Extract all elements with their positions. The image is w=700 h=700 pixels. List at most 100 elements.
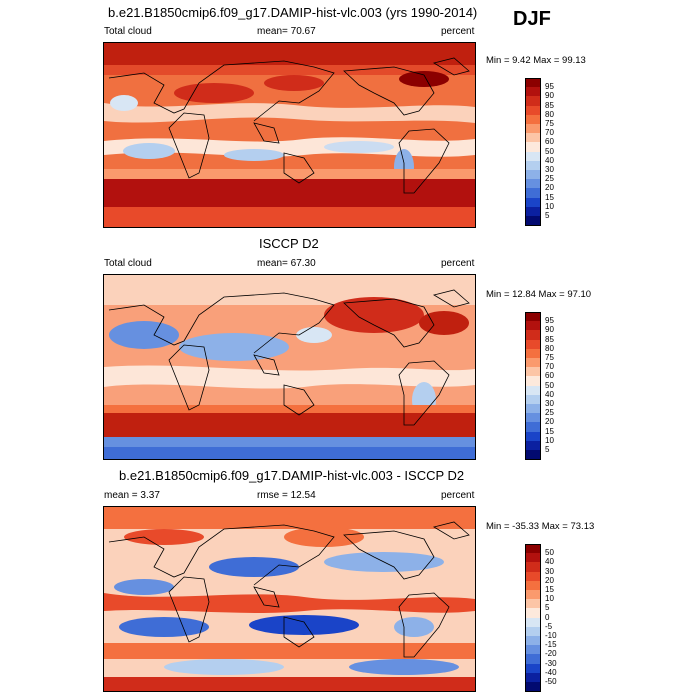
colorbar-tick-label: 20 <box>545 575 554 585</box>
panel1-title: b.e21.B1850cmip6.f09_g17.DAMIP-hist-vlc.… <box>108 5 478 20</box>
colorbar-swatch <box>525 413 541 423</box>
panel2-minmax: Min = 12.84 Max = 97.10 <box>486 289 592 300</box>
colorbar-swatch <box>525 580 541 591</box>
colorbar-tick-label: 50 <box>545 548 554 558</box>
colorbar-tick-label: 70 <box>545 362 554 372</box>
panel2-units-label: percent <box>441 258 475 269</box>
colorbar-swatch <box>525 348 541 359</box>
colorbar-swatch <box>525 571 541 582</box>
colorbar-tick-label: 40 <box>545 557 554 567</box>
colorbar-tick-label: 30 <box>545 566 554 576</box>
colorbar-tick-label: -15 <box>545 640 557 650</box>
colorbar-tick-label: 85 <box>545 334 554 344</box>
panel1-minmax: Min = 9.42 Max = 99.13 <box>486 55 586 66</box>
colorbar-tick-label: 90 <box>545 325 554 335</box>
colorbar-swatch <box>525 321 541 331</box>
colorbar-swatch <box>525 663 541 674</box>
colorbar-tick-label: 10 <box>545 594 554 604</box>
colorbar-swatch <box>525 105 541 116</box>
colorbar-tick-label: 15 <box>545 192 554 202</box>
colorbar-tick-label: 20 <box>545 183 554 193</box>
colorbar-swatch <box>525 188 541 198</box>
panel2-map-svg <box>104 275 475 459</box>
colorbar-swatch <box>525 160 541 171</box>
colorbar-swatch <box>525 385 541 396</box>
colorbar-tick-label: 15 <box>545 585 554 594</box>
colorbar-swatch <box>525 450 541 460</box>
panel2-mean-label: mean= 67.30 <box>257 258 316 269</box>
colorbar-swatch <box>525 179 541 189</box>
colorbar-swatch <box>525 339 541 350</box>
season-label: DJF <box>513 8 551 30</box>
panel2-map <box>103 274 476 460</box>
colorbar-swatch <box>525 358 541 368</box>
colorbar-tick-label: 70 <box>545 128 554 138</box>
panel3-rmse-label: rmse = 12.54 <box>257 490 316 501</box>
colorbar-swatch <box>525 431 541 442</box>
colorbar-tick-label: -40 <box>545 667 557 677</box>
colorbar-swatch <box>525 96 541 106</box>
colorbar-tick-label: -5 <box>545 621 553 631</box>
colorbar-tick-label: 80 <box>545 109 554 119</box>
colorbar-swatch <box>525 394 541 405</box>
colorbar-tick-label: 95 <box>545 82 554 92</box>
colorbar-tick-label: 5 <box>545 445 550 454</box>
colorbar-tick-label: 40 <box>545 389 554 399</box>
colorbar-swatch <box>525 170 541 180</box>
colorbar-swatch <box>525 626 541 637</box>
colorbar-tick-label: 0 <box>545 612 550 622</box>
colorbar-tick-label: 25 <box>545 174 554 184</box>
colorbar-swatch <box>525 87 541 97</box>
colorbar-swatch <box>525 133 541 143</box>
colorbar-swatch <box>525 124 541 134</box>
colorbar-swatch <box>525 404 541 414</box>
colorbar-swatch <box>525 206 541 217</box>
panel2-left-label: Total cloud <box>104 258 152 269</box>
colorbar-tick-label: 80 <box>545 343 554 353</box>
panel1-units-label: percent <box>441 26 475 37</box>
colorbar-tick-label: 75 <box>545 119 554 128</box>
colorbar-tick-label: 5 <box>545 211 550 220</box>
colorbar-tick-label: 5 <box>545 603 550 613</box>
colorbar-swatch <box>525 672 541 683</box>
panel3-units-label: percent <box>441 490 475 501</box>
colorbar-tick-label: 60 <box>545 137 554 147</box>
colorbar-tick-label: 75 <box>545 353 554 362</box>
colorbar-tick-label: 10 <box>545 201 554 211</box>
colorbar-tick-label: -50 <box>545 677 557 686</box>
panel1-left-label: Total cloud <box>104 26 152 37</box>
colorbar-tick-label: 40 <box>545 155 554 165</box>
colorbar-swatch <box>525 142 541 152</box>
colorbar-tick-label: -30 <box>545 658 557 668</box>
panel3-title: b.e21.B1850cmip6.f09_g17.DAMIP-hist-vlc.… <box>119 468 465 483</box>
colorbar-swatch <box>525 654 541 664</box>
colorbar-swatch <box>525 617 541 628</box>
colorbar-tick-label: -20 <box>545 649 557 659</box>
colorbar-swatch <box>525 216 541 226</box>
colorbar-tick-label: 90 <box>545 91 554 101</box>
panel3-map-svg <box>104 507 475 691</box>
colorbar-tick-label: 20 <box>545 417 554 427</box>
panel2-title: ISCCP D2 <box>259 236 319 251</box>
colorbar-tick-label: 95 <box>545 316 554 326</box>
colorbar-tick-label: 85 <box>545 100 554 110</box>
panel3-map <box>103 506 476 692</box>
colorbar-swatch <box>525 367 541 377</box>
colorbar-swatch <box>525 636 541 646</box>
panel1-map-svg <box>104 43 475 227</box>
colorbar-swatch <box>525 440 541 451</box>
colorbar-swatch <box>525 330 541 340</box>
panel3-left-label: mean = 3.37 <box>104 490 160 501</box>
colorbar-swatch <box>525 78 541 88</box>
panel3-minmax: Min = -35.33 Max = 73.13 <box>486 521 595 532</box>
colorbar-swatch <box>525 608 541 618</box>
colorbar-swatch <box>525 682 541 692</box>
panel1-mean-label: mean= 70.67 <box>257 26 316 37</box>
colorbar-tick-label: 50 <box>545 146 554 156</box>
colorbar-tick-label: 30 <box>545 165 554 174</box>
colorbar-swatch <box>525 151 541 162</box>
colorbar-tick-label: 10 <box>545 435 554 445</box>
colorbar-swatch <box>525 590 541 600</box>
colorbar-swatch <box>525 376 541 386</box>
colorbar-swatch <box>525 197 541 208</box>
